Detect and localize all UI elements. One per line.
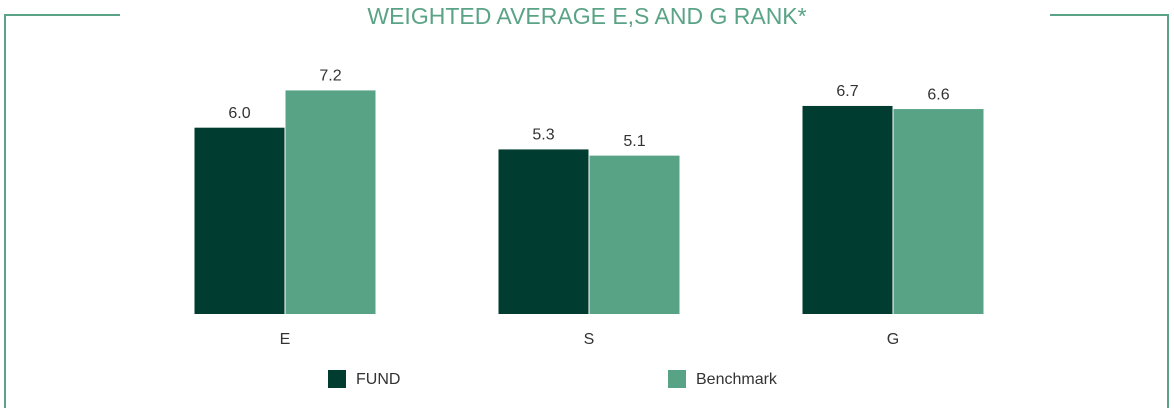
frame bbox=[4, 14, 1169, 408]
bar bbox=[498, 149, 589, 314]
data-label: 7.2 bbox=[319, 68, 341, 85]
legend-label: FUND bbox=[356, 371, 400, 388]
bar bbox=[589, 155, 680, 314]
bar bbox=[893, 109, 984, 314]
frame-left bbox=[4, 14, 120, 408]
chart-title: WEIGHTED AVERAGE E,S AND G RANK* bbox=[367, 3, 806, 29]
data-label: 5.3 bbox=[532, 127, 554, 144]
data-label: 6.6 bbox=[927, 86, 949, 103]
x-tick-label: E bbox=[280, 331, 291, 348]
bar bbox=[194, 127, 285, 315]
bar bbox=[285, 90, 376, 314]
x-tick-label: S bbox=[584, 331, 595, 348]
legend-label: Benchmark bbox=[696, 371, 778, 388]
legend-swatch bbox=[668, 370, 686, 388]
x-tick-label: G bbox=[887, 331, 899, 348]
bar bbox=[802, 105, 893, 315]
legend-swatch bbox=[328, 370, 346, 388]
data-label: 6.0 bbox=[228, 105, 250, 122]
frame-right bbox=[1050, 14, 1169, 408]
data-label: 5.1 bbox=[623, 133, 645, 150]
data-label: 6.7 bbox=[836, 83, 858, 100]
